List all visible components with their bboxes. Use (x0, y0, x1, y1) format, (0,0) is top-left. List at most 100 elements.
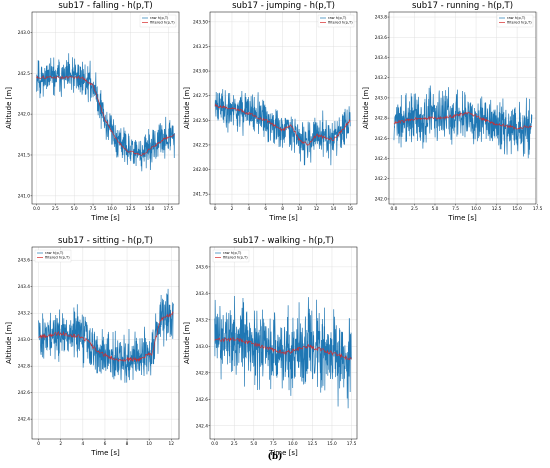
figure-caption: (b) (267, 452, 283, 462)
sitting-legend-box (34, 249, 72, 263)
jumping-y-tick-label: 241.75 (193, 192, 208, 198)
running-x-tick-label: 5.0 (432, 206, 439, 212)
walking-x-tick-label: 12.5 (308, 441, 318, 447)
jumping-x-tick-label: 12 (314, 206, 320, 212)
jumping-y-tick-label: 242.25 (193, 142, 208, 148)
running-filtered-series-line (393, 111, 532, 130)
jumping-legend-entry: filtered h(p,T) (328, 21, 353, 25)
chart-jumping-svg: sub17 - jumping - h(p,T) 0 2 4 6 8 10 12 14 16 241… (183, 1, 358, 222)
jumping-legend-entry: raw h(p,T) (328, 16, 347, 20)
running-y-axis-label: Altitude [m] (362, 87, 370, 129)
chart-sitting: sub17 - sitting - h(p,T) 0 2 4 6 8 10 12 242.4 24… (5, 235, 182, 457)
jumping-x-tick-label: 2 (231, 206, 234, 212)
chart-jumping: sub17 - jumping - h(p,T) 0 2 4 6 8 10 12 14 16 241… (183, 0, 360, 222)
jumping-y-axis-label: Altitude [m] (183, 87, 191, 129)
sitting-x-axis-label: Time [s] (90, 449, 120, 457)
running-y-tick-label: 243.8 (375, 15, 388, 21)
sitting-x-tick-label: 12 (169, 441, 175, 447)
running-x-tick-label: 10.0 (471, 206, 481, 212)
jumping-x-tick-label: 6 (264, 206, 267, 212)
running-x-axis-label: Time [s] (447, 214, 477, 222)
walking-x-tick-label: 15.0 (327, 441, 337, 447)
sitting-y-tick-label: 243.4 (18, 284, 31, 290)
sitting-y-tick-label: 243.6 (18, 258, 31, 264)
falling-x-tick-label: 7.5 (90, 206, 97, 212)
jumping-x-tick-label: 0 (214, 206, 217, 212)
sitting-legend-entry: raw h(p,T) (45, 251, 64, 255)
sitting-title: sub17 - sitting - h(p,T) (58, 236, 153, 246)
walking-y-tick-label: 243.2 (196, 317, 209, 323)
running-y-tick-label: 242.6 (375, 136, 388, 142)
chart-running-svg: sub17 - running - h(p,T) 0.0 2.5 5.0 7.5 10.0… (362, 1, 543, 222)
jumping-filtered-series-line (214, 103, 351, 146)
sitting-x-tick-label: 2 (59, 441, 62, 447)
falling-x-axis-label: Time [s] (90, 214, 120, 222)
sitting-plot-frame (31, 246, 180, 440)
falling-y-tick-label: 242.5 (18, 71, 31, 77)
running-y-tick-label: 243.0 (375, 95, 388, 101)
sitting-x-tick-label: 0 (37, 441, 40, 447)
jumping-x-tick-label: 16 (348, 206, 354, 212)
chart-falling-svg: sub17 - falling - h(p,T) 0.0 2.5 5.0 7.5 10.0… (5, 1, 180, 222)
falling-legend-box (139, 14, 177, 28)
walking-x-tick-label: 5.0 (250, 441, 257, 447)
walking-legend: raw h(p,T)filtered h(p,T) (212, 249, 250, 263)
running-raw-series-line (393, 85, 533, 159)
jumping-y-tick-label: 242.50 (193, 118, 208, 124)
sitting-y-tick-label: 243.2 (18, 311, 31, 317)
sitting-x-tick-label: 6 (104, 441, 107, 447)
sitting-y-axis-label: Altitude [m] (5, 322, 13, 364)
jumping-x-tick-label: 14 (331, 206, 337, 212)
jumping-plot-frame (209, 11, 358, 205)
falling-x-tick-label: 0.0 (33, 206, 40, 212)
jumping-legend-box (317, 14, 355, 28)
walking-y-tick-label: 243.6 (196, 264, 209, 270)
chart-walking-svg: sub17 - walking - h(p,T) 0.0 2.5 5.0 7.5 10.0… (183, 236, 358, 457)
falling-x-tick-label: 12.5 (126, 206, 136, 212)
running-y-tick-label: 242.8 (375, 116, 388, 122)
jumping-y-tick-label: 243.00 (193, 69, 208, 75)
jumping-y-tick-label: 242.75 (193, 93, 208, 99)
sitting-y-tick-label: 243.0 (18, 337, 31, 343)
running-x-tick-label: 12.5 (492, 206, 502, 212)
walking-y-tick-label: 243.0 (196, 344, 209, 350)
walking-legend-entry: raw h(p,T) (223, 251, 242, 255)
chart-sitting-svg: sub17 - sitting - h(p,T) 0 2 4 6 8 10 12 242.4 24… (5, 236, 180, 457)
falling-x-tick-label: 2.5 (52, 206, 59, 212)
sitting-y-tick-label: 242.6 (18, 390, 31, 396)
sitting-legend-entry: filtered h(p,T) (45, 256, 70, 260)
running-y-tick-label: 242.2 (375, 176, 388, 182)
falling-raw-series-line (36, 53, 175, 172)
walking-raw-series-line (214, 296, 352, 409)
falling-plot-frame (31, 11, 180, 205)
jumping-legend: raw h(p,T)filtered h(p,T) (317, 14, 355, 28)
running-y-tick-label: 243.2 (375, 75, 388, 81)
running-legend: raw h(p,T)filtered h(p,T) (496, 14, 534, 28)
sitting-filtered-series-line (38, 311, 174, 363)
walking-filtered-series-line (214, 337, 352, 361)
falling-y-tick-label: 243.0 (18, 30, 31, 36)
walking-y-axis-label: Altitude [m] (183, 322, 191, 364)
falling-x-tick-label: 5.0 (71, 206, 78, 212)
falling-title: sub17 - falling - h(p,T) (58, 1, 152, 11)
sitting-raw-series-line (38, 288, 174, 383)
running-x-tick-label: 17.5 (533, 206, 543, 212)
running-x-tick-label: 0.0 (391, 206, 398, 212)
sitting-y-tick-label: 242.8 (18, 364, 31, 370)
jumping-x-axis-label: Time [s] (268, 214, 298, 222)
walking-x-axis-label: Time [s] (268, 449, 298, 457)
falling-legend: raw h(p,T)filtered h(p,T) (139, 14, 177, 28)
falling-x-tick-label: 15.0 (145, 206, 155, 212)
walking-plot-frame (209, 246, 358, 440)
walking-y-tick-label: 242.8 (196, 370, 209, 376)
jumping-x-tick-label: 10 (297, 206, 303, 212)
walking-x-tick-label: 2.5 (231, 441, 238, 447)
running-y-tick-label: 243.4 (375, 55, 388, 61)
running-title: sub17 - running - h(p,T) (412, 1, 513, 11)
sitting-y-tick-label: 242.4 (18, 417, 31, 423)
falling-x-tick-label: 10.0 (107, 206, 117, 212)
jumping-title: sub17 - jumping - h(p,T) (232, 1, 335, 11)
jumping-y-tick-label: 243.25 (193, 44, 208, 50)
falling-x-tick-label: 17.5 (164, 206, 174, 212)
